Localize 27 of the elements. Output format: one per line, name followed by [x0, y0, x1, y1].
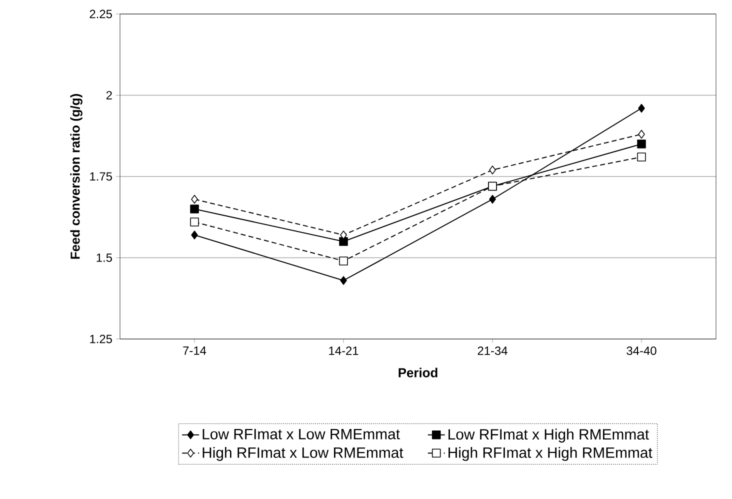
- point: [339, 237, 348, 246]
- point: [340, 276, 347, 285]
- point: [191, 194, 198, 204]
- legend-label: High RFImat x Low RMEmmat: [202, 446, 404, 461]
- point: [489, 166, 496, 174]
- y-tick-label: 1.75: [90, 172, 112, 181]
- y-tick-label: 2.25: [90, 10, 112, 18]
- legend-label: High RFImat x High RMEmmat: [448, 446, 652, 461]
- y-axis-title: Feed conversion ratio (g/g): [70, 94, 82, 259]
- point: [190, 204, 199, 214]
- point: [638, 104, 645, 113]
- x-tick-label: 7-14: [183, 346, 206, 355]
- point: [191, 230, 198, 240]
- point: [638, 130, 645, 139]
- legend-label: Low RFImat x Low RMEmmat: [202, 428, 400, 440]
- x-tick-label: 14-21: [329, 346, 358, 355]
- legend-label: Low RFImat x High RMEmmat: [448, 428, 649, 443]
- x-axis-title: Period: [398, 368, 438, 378]
- point: [340, 230, 347, 240]
- point: [339, 256, 348, 266]
- point: [637, 140, 646, 148]
- y-tick-label: 2: [106, 91, 112, 100]
- x-tick-label: 21-34: [478, 346, 508, 355]
- x-tick-label: 34-40: [626, 346, 656, 355]
- y-tick-label: 1.5: [96, 254, 112, 262]
- y-tick-label: 1.25: [90, 334, 112, 344]
- point: [489, 194, 496, 204]
